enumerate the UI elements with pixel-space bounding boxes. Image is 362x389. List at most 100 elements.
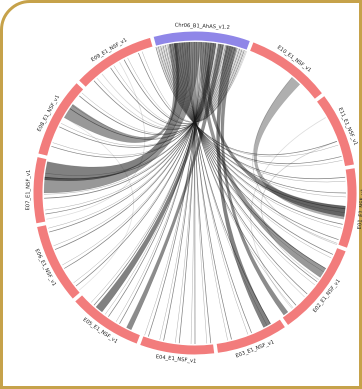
link-line (45, 45, 228, 176)
segment-arc-9 (35, 224, 81, 300)
link-line (179, 42, 308, 295)
link-line (190, 42, 228, 341)
link-line (96, 48, 239, 130)
link-line (156, 46, 339, 158)
link-line (159, 46, 343, 167)
link-line (108, 42, 207, 317)
link-line (188, 42, 249, 335)
link-line (45, 44, 222, 215)
link-line (123, 49, 243, 125)
link-line (166, 44, 345, 213)
link-line (157, 46, 342, 165)
link-line (178, 42, 315, 286)
link-ribbons (43, 41, 347, 345)
link-line (44, 44, 223, 211)
segment-arc-2 (248, 41, 324, 101)
link-line (155, 47, 338, 156)
link-line (168, 44, 342, 229)
link-line (167, 44, 343, 225)
link-line (75, 42, 212, 287)
link-line (165, 44, 346, 210)
link-line (64, 117, 135, 291)
link-line (162, 45, 347, 194)
link-line (173, 43, 332, 259)
link-line (51, 45, 229, 158)
link-line (176, 43, 324, 273)
link-line (64, 43, 215, 269)
link-line (191, 42, 212, 344)
link-line (48, 44, 221, 229)
link-line (161, 45, 346, 183)
link-line (186, 42, 252, 334)
link-line (138, 50, 245, 123)
segment-label-4: E01_E1_NSF_v1 (357, 188, 362, 229)
link-line (69, 46, 234, 140)
link-line (141, 50, 246, 123)
link-line (180, 42, 305, 298)
link-line (71, 47, 235, 139)
link-line (163, 42, 200, 341)
link-line (62, 43, 216, 266)
link-line (192, 42, 208, 344)
link-line (44, 44, 225, 195)
link-line (46, 62, 146, 220)
link-line (81, 47, 237, 134)
link-line (159, 42, 201, 340)
genome-segments (32, 30, 358, 356)
segment-arc-5 (281, 246, 347, 327)
link-ribbon (220, 46, 289, 316)
link-line (49, 43, 219, 233)
link-line (183, 42, 294, 308)
link-line (44, 45, 226, 180)
link-line (193, 41, 196, 345)
link-line (110, 48, 241, 127)
segment-arc-8 (73, 294, 142, 345)
link-line (101, 50, 248, 129)
link-line (178, 42, 198, 344)
segment-arc-12 (77, 36, 154, 89)
segment-arc-7 (138, 335, 216, 356)
link-ribbon (253, 77, 346, 220)
link-line (177, 42, 318, 283)
segment-arc-1 (152, 30, 252, 51)
link-line (171, 43, 338, 244)
segment-label-1: Chr06_B1_AhAS_v1.2 (175, 22, 231, 30)
link-line (190, 42, 196, 344)
link-ribbon (126, 43, 224, 331)
link-ribbon (95, 42, 217, 313)
link-line (144, 42, 204, 336)
segment-arc-4 (337, 167, 358, 250)
link-line (44, 44, 224, 199)
link-line (104, 42, 208, 315)
link-line (59, 46, 231, 148)
segment-arc-11 (37, 81, 85, 157)
link-line (113, 49, 242, 126)
link-line (127, 49, 244, 124)
link-line (184, 42, 271, 324)
segment-label-7: E04_E1_NSF_v1 (155, 354, 196, 365)
link-line (175, 42, 199, 343)
link-line (174, 43, 326, 269)
link-line (252, 77, 338, 246)
link-line (52, 45, 230, 156)
link-line (169, 44, 339, 240)
link-line (90, 42, 211, 303)
link-line (54, 43, 217, 250)
link-line (115, 42, 206, 322)
segment-arc-3 (315, 94, 356, 168)
link-line (93, 42, 210, 306)
link-line (250, 117, 326, 309)
link-line (79, 47, 236, 135)
link-line (148, 42, 202, 337)
link-line (119, 42, 205, 324)
link-line (160, 45, 346, 180)
link-line (53, 43, 218, 247)
link-line (260, 140, 338, 280)
link-line (60, 46, 232, 146)
segment-arc-10 (32, 155, 48, 225)
link-line (185, 42, 268, 326)
link-ribbon (204, 42, 346, 217)
